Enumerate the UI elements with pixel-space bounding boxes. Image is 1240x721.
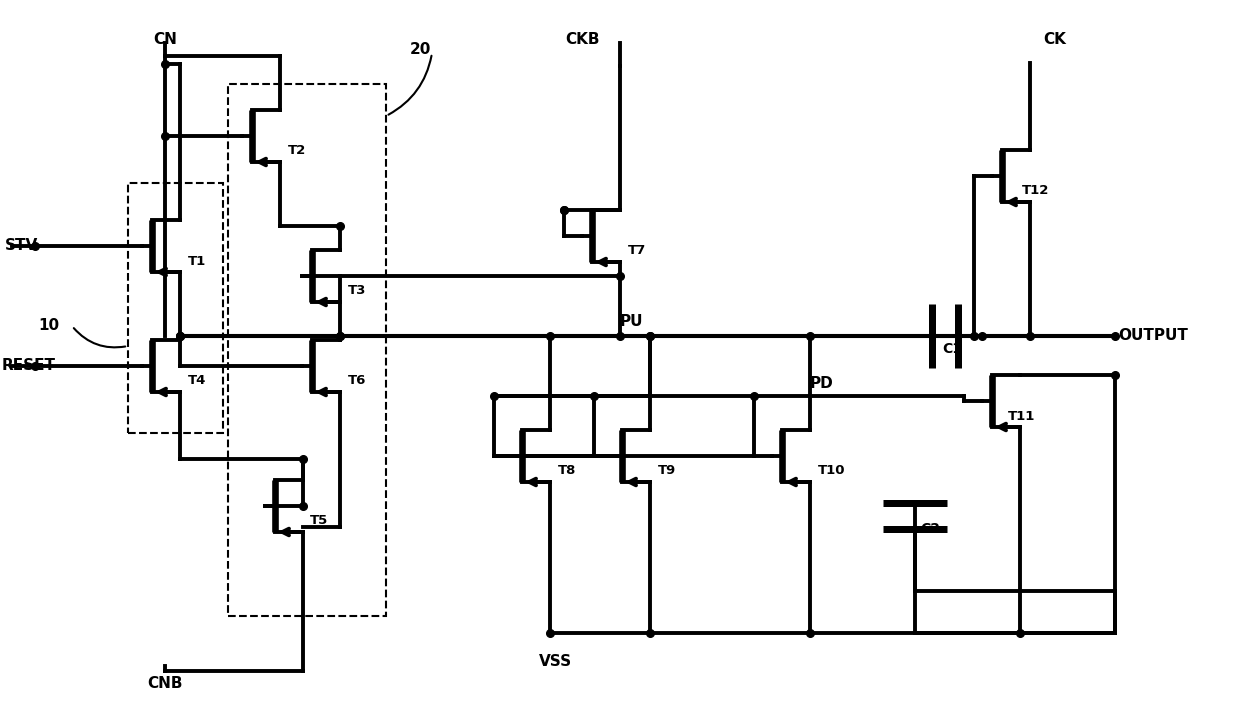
Text: RESET: RESET: [2, 358, 56, 373]
Bar: [128, 183, 223, 433]
Text: T1: T1: [188, 255, 206, 267]
Text: C1: C1: [942, 342, 962, 356]
Text: T3: T3: [348, 285, 366, 298]
Text: CNB: CNB: [148, 676, 182, 691]
Text: VSS: VSS: [538, 653, 572, 668]
Text: T9: T9: [658, 464, 676, 477]
Text: OUTPUT: OUTPUT: [1118, 329, 1188, 343]
Text: T8: T8: [558, 464, 577, 477]
Text: CN: CN: [153, 32, 177, 46]
Text: 20: 20: [410, 42, 432, 56]
Text: C2: C2: [920, 522, 940, 536]
Text: T12: T12: [1022, 185, 1049, 198]
Text: PD: PD: [810, 376, 833, 391]
Text: T4: T4: [188, 374, 206, 387]
Text: T10: T10: [818, 464, 846, 477]
Bar: [228, 84, 386, 616]
Text: T2: T2: [288, 144, 306, 157]
Text: CK: CK: [1044, 32, 1066, 46]
Text: T6: T6: [348, 374, 366, 387]
Text: STV: STV: [5, 239, 38, 254]
Text: T11: T11: [1008, 410, 1035, 423]
Text: PU: PU: [620, 314, 644, 329]
Text: 10: 10: [38, 319, 60, 334]
Text: T5: T5: [310, 515, 329, 528]
Text: CKB: CKB: [564, 32, 599, 46]
Text: T7: T7: [627, 244, 646, 257]
